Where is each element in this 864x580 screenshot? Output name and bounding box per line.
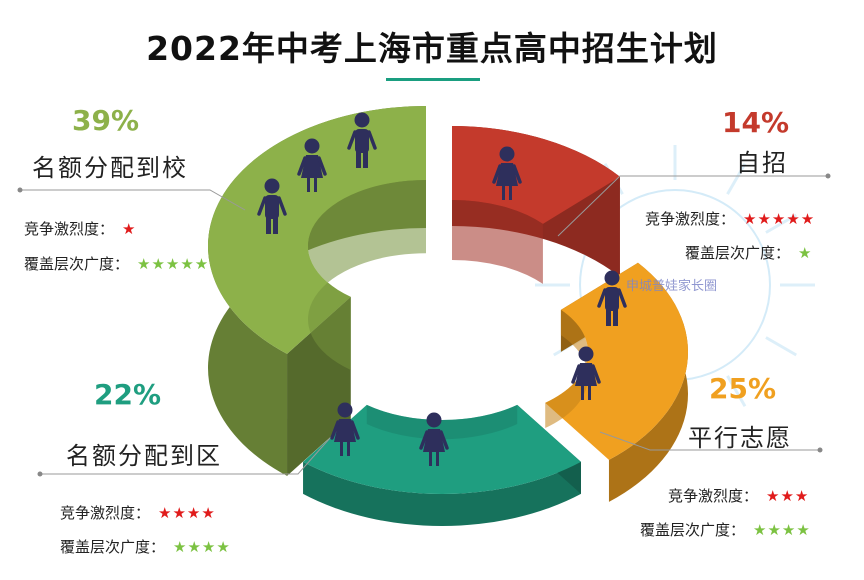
competition-rating-district: 竞争激烈度： ★★★★ (60, 502, 216, 523)
watermark-ray (726, 163, 747, 195)
slice-3 (207, 105, 426, 476)
leader-dot (37, 471, 43, 477)
pct-label-district: 22% (94, 378, 162, 411)
person-icon (571, 346, 601, 400)
title-underline (386, 78, 480, 81)
coverage-stars: ★★★★ (173, 538, 231, 556)
watermark-ray (765, 213, 797, 234)
coverage-stars: ★★★★★ (137, 255, 210, 273)
competition-label: 竞争激烈度： (24, 220, 115, 238)
person-icon (419, 412, 449, 466)
category-label-self: 自招 (736, 149, 788, 177)
person-icon (597, 270, 627, 326)
person-icon (347, 112, 377, 168)
person-icon (492, 146, 522, 200)
competition-stars: ★★★ (766, 487, 810, 505)
competition-rating-school: 竞争激烈度： ★ (24, 218, 136, 239)
slice-inner-wall (452, 200, 543, 284)
leader-line (40, 437, 331, 475)
people-icons (257, 112, 627, 466)
pct-label-self: 14% (722, 106, 790, 139)
slice-inner-wall (308, 180, 426, 371)
coverage-label: 覆盖层次广度： (60, 538, 166, 556)
coverage-label: 覆盖层次广度： (685, 244, 791, 262)
slice-inner-wall (366, 404, 518, 440)
slice-0 (452, 126, 620, 284)
leader-line (599, 431, 820, 451)
slice-inner-wall (545, 309, 588, 429)
coverage-stars: ★★★★ (753, 521, 811, 539)
coverage-rating-self: 覆盖层次广度： ★ (685, 242, 812, 263)
competition-label: 竞争激烈度： (60, 504, 151, 522)
competition-label: 竞争激烈度： (645, 210, 736, 228)
competition-rating-self: 竞争激烈度： ★★★★★ (645, 208, 815, 229)
category-label-parallel: 平行志愿 (688, 424, 792, 452)
coverage-label: 覆盖层次广度： (24, 255, 130, 273)
slice-outer-wall (303, 461, 581, 526)
category-label-school: 名额分配到校 (32, 154, 188, 182)
slice-top-face (208, 105, 426, 354)
leader-line (20, 189, 246, 211)
leader-dot (17, 187, 23, 193)
leader-line (557, 175, 828, 237)
coverage-rating-school: 覆盖层次广度： ★★★★★ (24, 253, 209, 274)
coverage-label: 覆盖层次广度： (640, 521, 746, 539)
watermark-ray (765, 336, 797, 357)
competition-stars: ★★★★★ (743, 210, 816, 228)
leader-lines (17, 173, 831, 477)
watermark-ray (726, 375, 747, 407)
slice-top-face (452, 126, 620, 224)
chart-title: 2022年中考上海市重点高中招生计划 (146, 29, 718, 68)
pct-label-school: 39% (72, 104, 140, 137)
competition-stars: ★★★★ (158, 504, 216, 522)
slice-top-face (545, 262, 688, 460)
coverage-rating-district: 覆盖层次广度： ★★★★ (60, 536, 231, 557)
watermark-text: 申城普娃家长圈 (626, 279, 718, 294)
leader-dot (817, 447, 823, 453)
competition-label: 竞争激烈度： (668, 487, 759, 505)
coverage-stars: ★ (798, 244, 813, 262)
person-icon (257, 178, 287, 234)
person-icon (330, 402, 360, 456)
leader-dot (825, 173, 831, 179)
person-icon (297, 138, 327, 192)
coverage-rating-parallel: 覆盖层次广度： ★★★★ (640, 519, 811, 540)
competition-rating-parallel: 竞争激烈度： ★★★ (668, 485, 809, 506)
pct-label-parallel: 25% (709, 372, 777, 405)
category-label-district: 名额分配到区 (66, 442, 222, 470)
competition-stars: ★ (122, 220, 137, 238)
